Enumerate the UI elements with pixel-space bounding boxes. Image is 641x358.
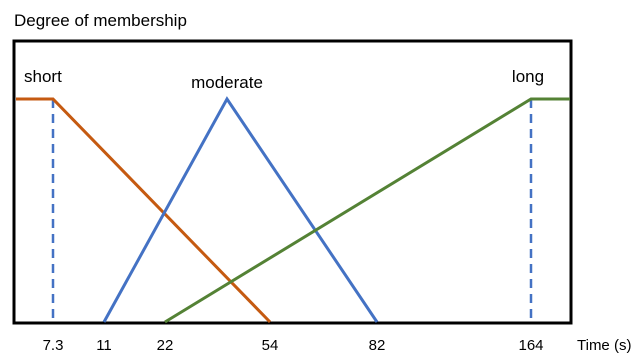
x-tick-label: 54	[262, 337, 279, 354]
x-axis-label: Time (s)	[577, 337, 631, 354]
chart-title: Degree of membership	[14, 11, 187, 30]
series-line-long	[164, 97, 570, 324]
series-label-short: short	[24, 67, 62, 86]
series-label-long: long	[512, 67, 544, 86]
series-line-short	[16, 97, 272, 324]
x-tick-label: 11	[96, 337, 112, 354]
series-line-moderate	[102, 96, 379, 323]
x-tick-label: 164	[518, 337, 543, 354]
x-tick-label: 7.3	[43, 337, 64, 354]
x-tick-label: 82	[369, 337, 386, 354]
series-label-moderate: moderate	[191, 73, 263, 92]
plot-frame	[12, 39, 573, 325]
x-tick-label: 22	[157, 337, 174, 354]
